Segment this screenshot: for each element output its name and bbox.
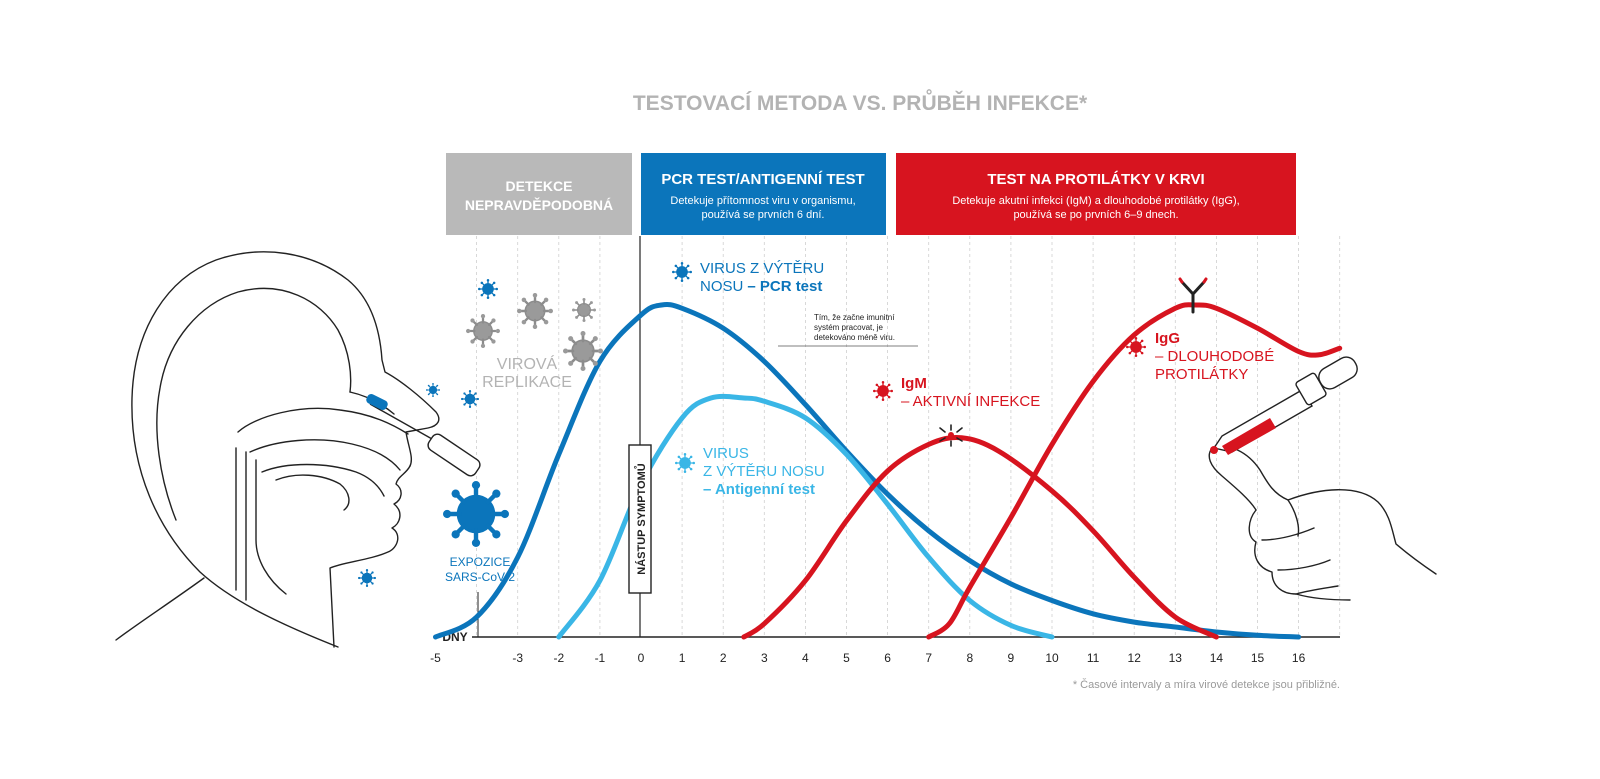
exposure-line2: SARS-CoV-2 [445,570,515,584]
nasal-swab-illustration [366,394,481,477]
virus-icon [478,279,498,299]
virus-icon [675,453,695,473]
igm-antibody-icon [939,424,963,447]
pcr-label: VIRUS Z VÝTĚRU NOSU – PCR test [672,260,824,295]
x-tick-label: 5 [843,651,850,665]
virus-icon [563,331,603,371]
x-tick-label: 1 [679,651,686,665]
x-tick-label: 6 [884,651,891,665]
virus-icon [572,298,596,322]
pcr-label-line2: NOSU – PCR test [700,278,822,295]
x-tick-label: 11 [1087,651,1100,665]
x-tick-label: 9 [1008,651,1015,665]
viral-replication-line2: REPLIKACE [482,374,572,391]
hand-blood-sample-illustration [1208,445,1437,601]
igg-label: IgG – DLOUHODOBÉ PROTILÁTKY [1126,330,1274,383]
pcr-label-line1: VIRUS Z VÝTĚRU [700,260,824,277]
igm-label-line1: IgM [901,375,927,392]
igg-label-line3: PROTILÁTKY [1155,366,1248,383]
pcr-curve [433,302,1302,640]
unlikely-line2: NEPRAVDĚPODOBNÁ [465,196,613,213]
unlikely-line1: DETEKCE [506,178,573,194]
virus-icon [1126,337,1146,357]
x-tick-label: 7 [925,651,932,665]
x-tick-label: 3 [761,651,768,665]
antibody-box-desc1: Detekuje akutní infekci (IgM) a dlouhodo… [952,195,1239,207]
footnote: * Časové intervaly a míra virové detekce… [1073,678,1340,691]
x-tick-label: 13 [1169,651,1183,665]
virus-icon [426,383,440,397]
antigen-label-line2: Z VÝTĚRU NOSU [703,463,825,480]
x-tick-label: 14 [1210,651,1224,665]
exposure-label: EXPOZICE SARS-CoV-2 [443,481,515,584]
igg-label-line1: IgG [1155,330,1180,347]
x-tick-label: 12 [1128,651,1142,665]
virus-icon [358,569,376,587]
antigen-label: VIRUS Z VÝTĚRU NOSU – Antigenní test [675,445,825,498]
x-tick-label: 0 [638,651,645,665]
igm-curve [741,435,1219,640]
antigen-label-line1: VIRUS [703,445,749,462]
header-box-antibody: TEST NA PROTILÁTKY V KRVI Detekuje akutn… [896,153,1296,235]
header-box-pcr: PCR TEST/ANTIGENNÍ TEST Detekuje přítomn… [641,153,886,235]
immune-note: Tím, že začne imunitní systém pracovat, … [778,313,918,347]
symptom-onset-marker: NÁSTUP SYMPTOMŮ [628,444,652,594]
exposure-line1: EXPOZICE [450,555,511,569]
viral-replication-cluster: VIROVÁ REPLIKACE [358,279,603,587]
virus-icon [517,293,553,329]
immune-note-line1: Tím, že začne imunitní [814,313,895,322]
x-tick-label: -2 [553,651,564,665]
viral-replication-line1: VIROVÁ [497,354,558,373]
x-tick-label: 15 [1251,651,1265,665]
igm-label: IgM – AKTIVNÍ INFEKCE [873,375,1040,410]
x-tick-label: 2 [720,651,727,665]
virus-icon [466,314,500,348]
x-tick-labels: -5 -3 -2 -1 0 1 2 3 4 5 6 7 8 9 10 11 12 13 14 15 16 [430,651,1305,665]
head-profile-illustration [115,251,440,648]
igg-curve [926,302,1343,640]
header-box-unlikely: DETEKCE NEPRAVDĚPODOBNÁ [446,153,632,235]
x-tick-label: -1 [595,651,606,665]
igm-label-line2: – AKTIVNÍ INFEKCE [901,393,1040,410]
virus-icon [672,262,692,282]
symptom-onset-label: NÁSTUP SYMPTOMŮ [634,463,648,574]
pcr-box-desc1: Detekuje přítomnost viru v organismu, [670,195,855,207]
large-virus-icon [443,481,509,547]
x-tick-label: -3 [512,651,523,665]
antibody-box-title: TEST NA PROTILÁTKY V KRVI [987,171,1204,188]
chart: DNY -5 -3 -2 -1 0 1 2 3 4 5 6 7 8 9 10 11 12 13 14 15 16 [430,236,1343,665]
pcr-label-nosu: NOSU [700,278,743,295]
immune-note-line2: systém pracovat, je [814,323,883,332]
virus-icon [461,390,479,408]
virus-icon [873,381,893,401]
igg-label-line2: – DLOUHODOBÉ [1155,348,1274,365]
dropper-illustration [1210,356,1358,455]
x-tick-label: 8 [966,651,973,665]
antigen-label-line3: – Antigenní test [703,481,815,498]
x-tick-label: -5 [430,651,441,665]
x-tick-label: 4 [802,651,809,665]
immune-note-line3: detekováno méně viru. [814,333,895,342]
antibody-box-desc2: používá se po prvních 6–9 dnech. [1013,209,1178,221]
x-tick-label: 10 [1045,651,1059,665]
page-title: TESTOVACÍ METODA VS. PRŮBĚH INFEKCE* [633,89,1088,115]
igg-antibody-icon [1178,277,1208,314]
pcr-label-test: – PCR test [747,278,822,295]
pcr-box-desc2: používá se prvních 6 dní. [702,209,825,221]
chart-grid [476,236,1341,637]
pcr-box-title: PCR TEST/ANTIGENNÍ TEST [661,171,864,188]
x-tick-label: 16 [1292,651,1306,665]
